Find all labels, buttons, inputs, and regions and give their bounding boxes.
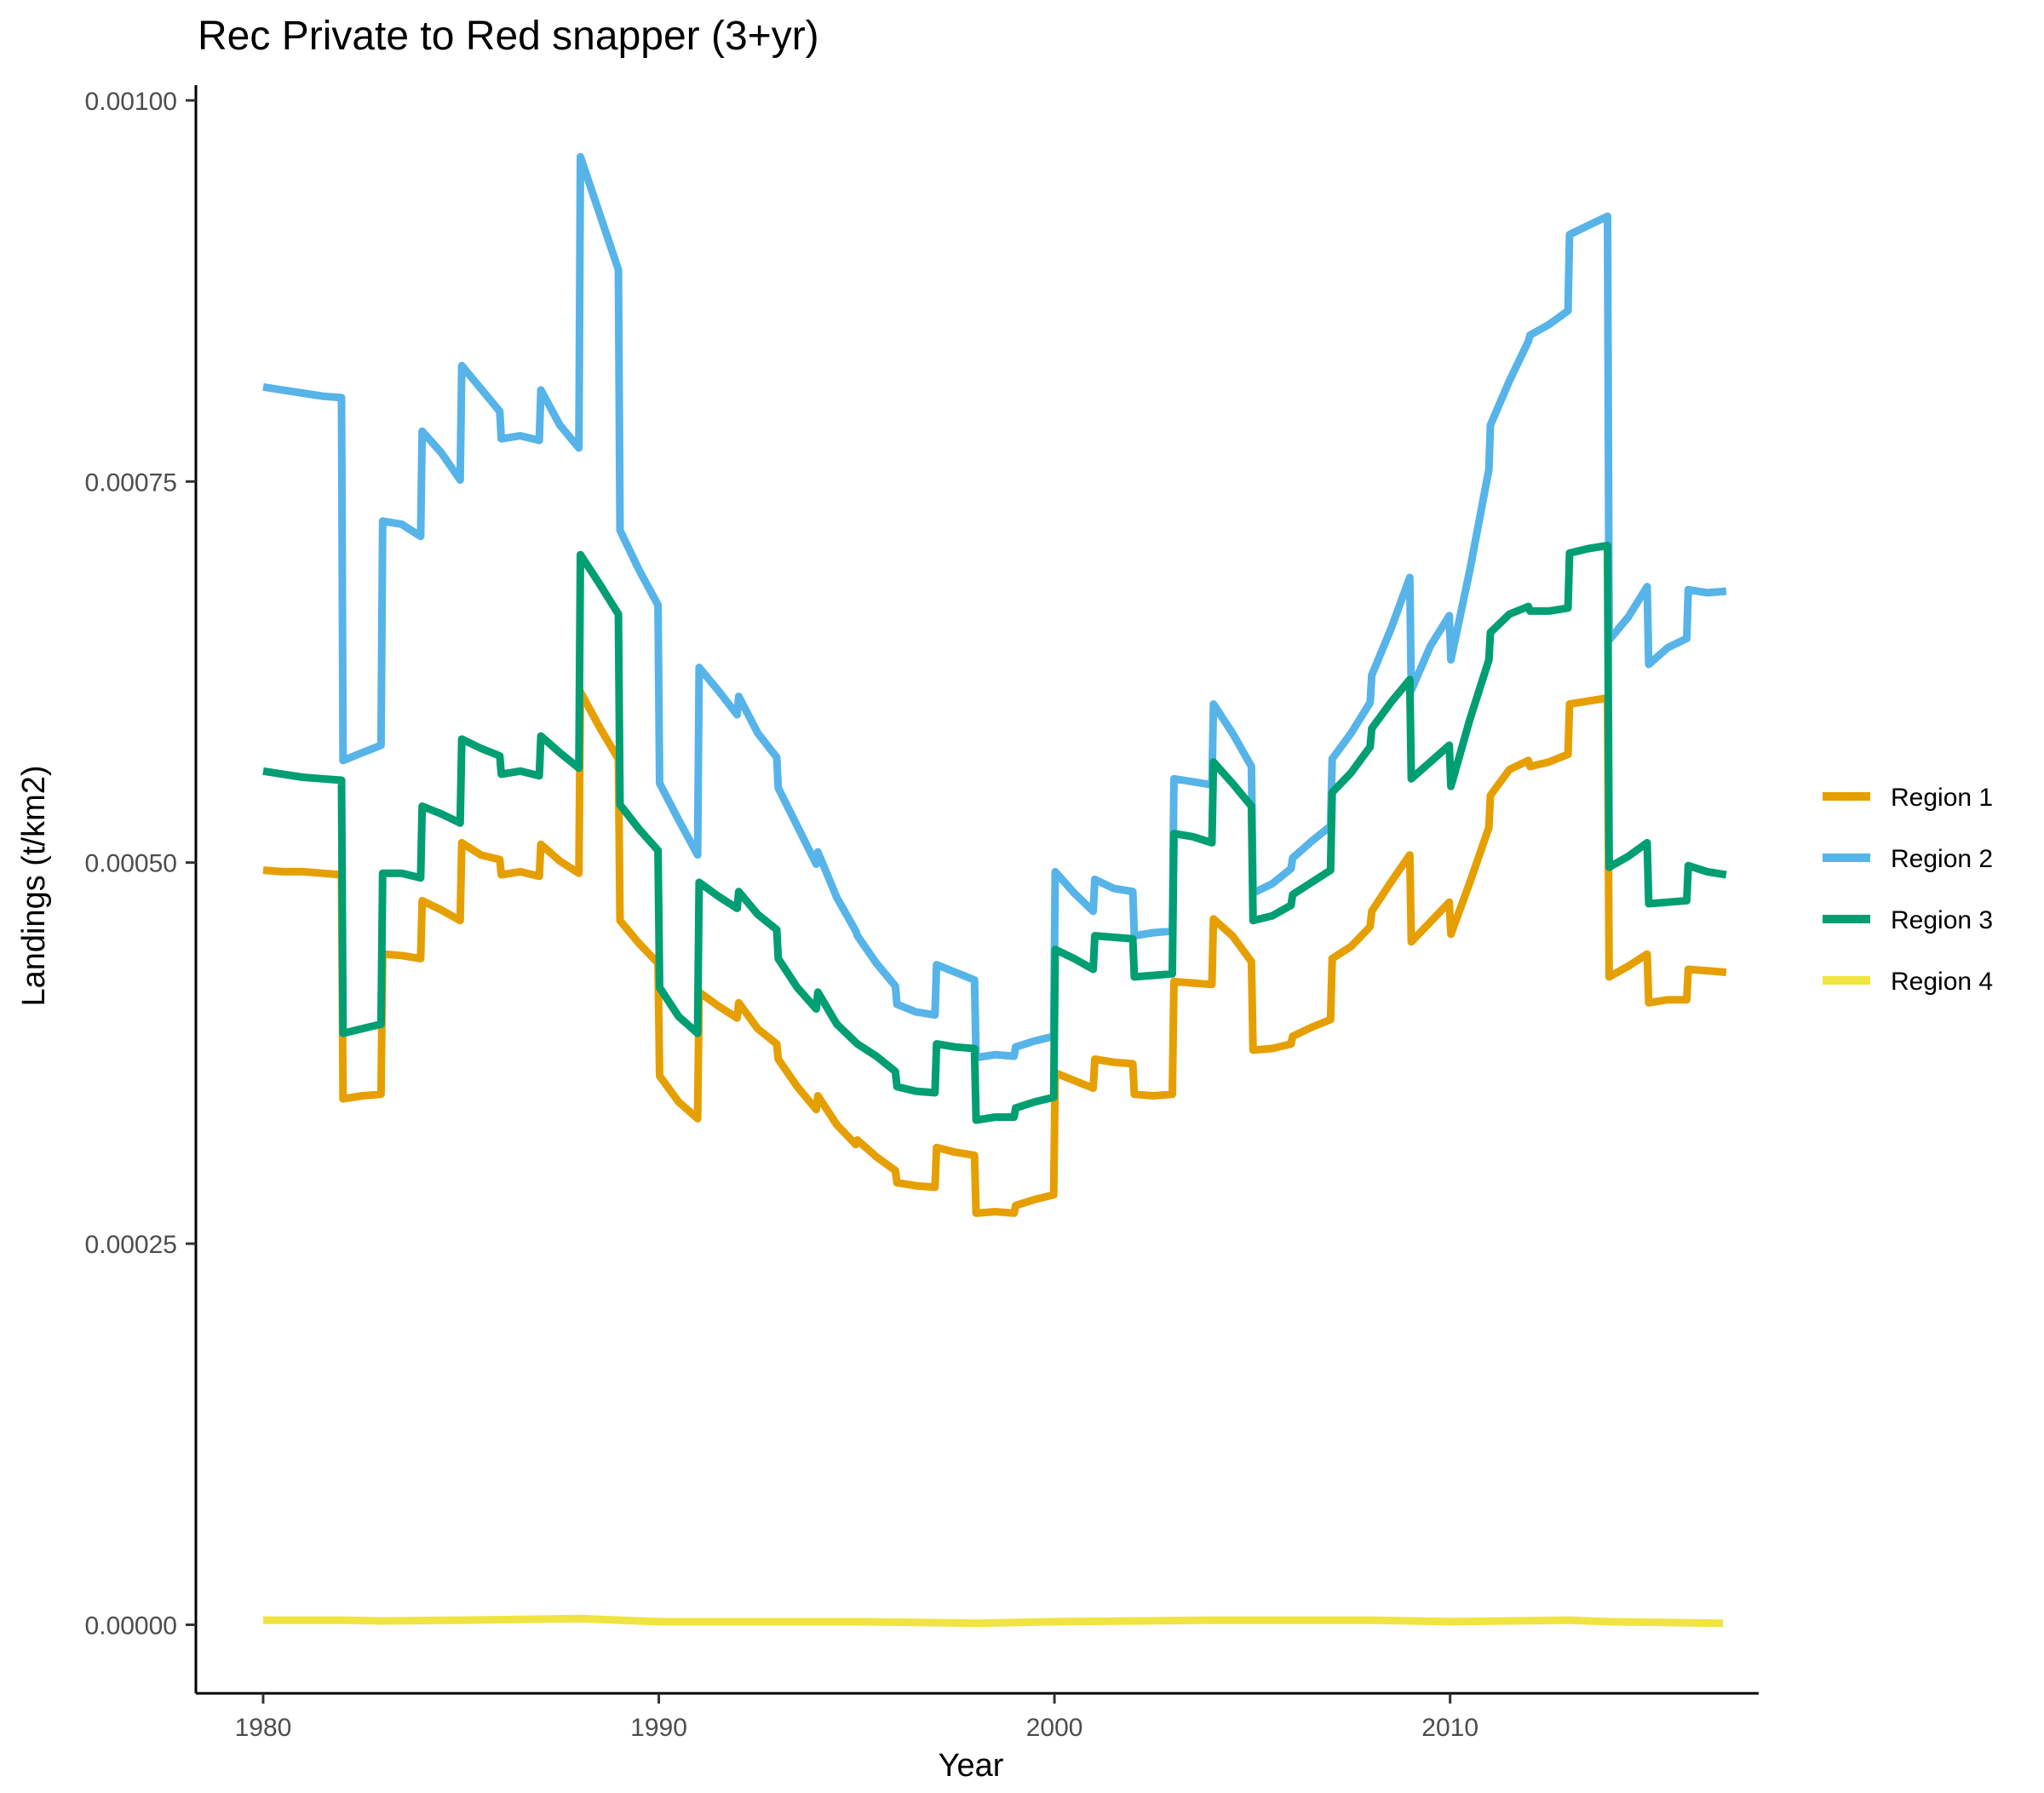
- y-tick-label: 0.00100: [85, 88, 177, 116]
- x-tick-label: 1990: [630, 1714, 687, 1742]
- legend-label-region-2: Region 2: [1891, 845, 1993, 873]
- series-line-region-4: [263, 1614, 1724, 1628]
- axes-layer: 1980 1990 2000 2010 0.00000 0.00025 0.00050 0.0…: [85, 85, 1759, 1742]
- y-tick-label: 0.00000: [85, 1612, 177, 1640]
- x-tick-label: 2010: [1421, 1714, 1478, 1742]
- legend-label-region-4: Region 4: [1891, 968, 1993, 996]
- y-tick-label: 0.00025: [85, 1231, 177, 1259]
- series-layer: [262, 152, 1727, 1628]
- y-tick-label: 0.00050: [85, 850, 177, 878]
- x-tick-label: 1980: [235, 1714, 292, 1742]
- x-axis-label: Year: [939, 1748, 1004, 1784]
- legend-label-region-3: Region 3: [1891, 906, 1993, 934]
- series-line-region-1: [262, 687, 1727, 1217]
- y-axis-label: Landings (t/km2): [16, 765, 52, 1006]
- legend-label-region-1: Region 1: [1891, 784, 1993, 812]
- legend: Region 1 Region 2 Region 3 Region 4: [1823, 784, 1993, 996]
- chart-title: Rec Private to Red snapper (3+yr): [198, 14, 819, 59]
- x-tick-label: 2000: [1026, 1714, 1083, 1742]
- series-line-region-2: [262, 152, 1727, 1062]
- series-line-region-3: [262, 542, 1727, 1124]
- y-tick-label: 0.00075: [85, 468, 177, 497]
